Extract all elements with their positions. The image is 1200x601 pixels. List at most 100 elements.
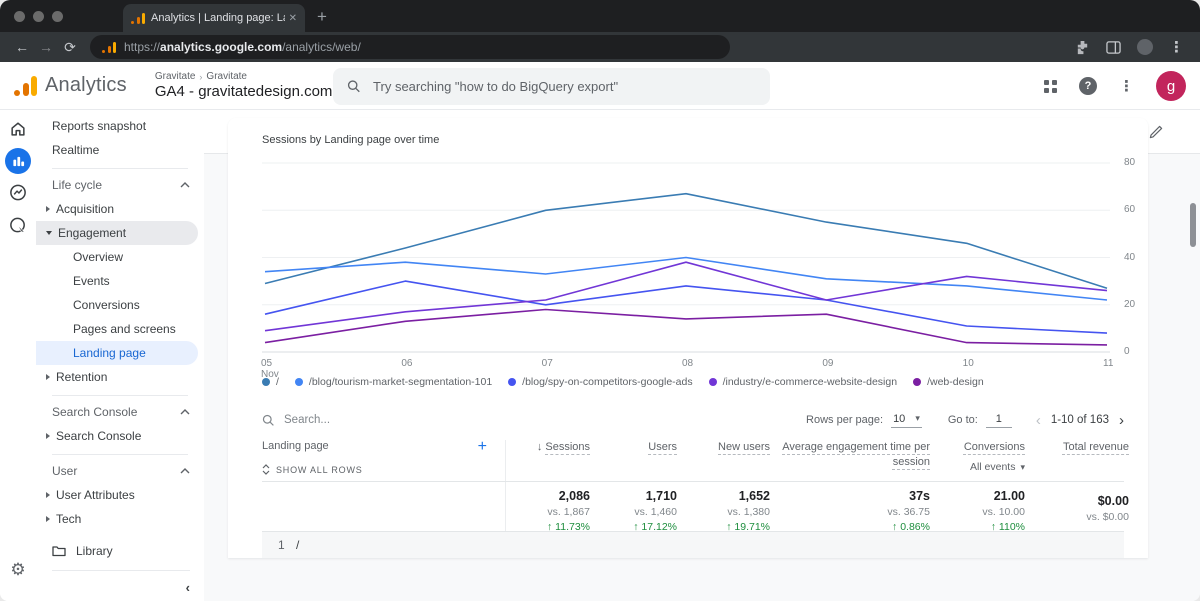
sidebar-item-overview[interactable]: Overview	[36, 245, 204, 269]
property-selector[interactable]: Gravitate › Gravitate GA4 - gravitatedes…	[155, 71, 346, 100]
sessions-column-header[interactable]: ↓Sessions	[505, 440, 590, 481]
conversions-total: 21.00vs. 10.00↑ 110%	[930, 489, 1025, 531]
chevron-up-icon	[180, 409, 190, 415]
window-minimize-button[interactable]	[33, 11, 44, 22]
property-name: GA4 - gravitatedesign.com	[155, 83, 333, 100]
forward-icon[interactable]: →	[34, 39, 58, 55]
global-search-input[interactable]	[373, 79, 756, 94]
chart-line	[265, 258, 1107, 301]
conversions-column-header[interactable]: Conversions All events▾	[930, 440, 1025, 481]
sidebar-item-realtime[interactable]: Realtime	[36, 138, 204, 162]
sidebar-section-life-cycle[interactable]: Life cycle	[36, 173, 204, 197]
tab-title: Analytics | Landing page: Land	[151, 12, 285, 24]
home-nav[interactable]	[9, 120, 27, 143]
collapse-sidebar-icon[interactable]: ‹	[186, 580, 190, 595]
pencil-icon	[1148, 124, 1164, 140]
sidebar-item-events[interactable]: Events	[36, 269, 204, 293]
address-bar[interactable]: https://analytics.google.com/analytics/w…	[90, 35, 730, 59]
legend-item[interactable]: /web-design	[913, 376, 984, 388]
main-content: A + Landing page: Landing page ▾ + Last …	[204, 110, 1200, 601]
chart-legend: //blog/tourism-market-segmentation-101/b…	[262, 376, 984, 388]
sidebar-item-library[interactable]: Library	[36, 539, 204, 563]
pagination-range: 1-10 of 163	[1051, 414, 1109, 426]
window-controls[interactable]	[0, 0, 77, 32]
tab-close-icon[interactable]: ✕	[289, 13, 297, 24]
table-search-input[interactable]	[284, 414, 424, 426]
advertising-nav[interactable]	[9, 216, 28, 240]
browser-menu-icon[interactable]: ⋮	[1169, 38, 1184, 56]
global-search[interactable]	[333, 68, 770, 105]
google-apps-icon[interactable]	[1044, 80, 1057, 93]
avg-engagement-column-header[interactable]: Average engagement time per session	[770, 440, 930, 481]
goto-page-input[interactable]: 1	[986, 413, 1012, 428]
x-axis-tick-label: 10	[963, 358, 974, 369]
expand-right-icon	[46, 516, 50, 522]
new-tab-button[interactable]: +	[317, 7, 327, 32]
divider	[52, 395, 188, 396]
help-icon[interactable]: ?	[1079, 77, 1097, 95]
analytics-brand[interactable]: Analytics	[0, 74, 127, 97]
advertising-icon	[9, 216, 28, 235]
y-axis-tick-label: 80	[1124, 157, 1135, 168]
legend-item[interactable]: /industry/e-commerce-website-design	[709, 376, 897, 388]
browser-tab[interactable]: Analytics | Landing page: Land ✕	[123, 4, 305, 32]
side-panel-icon[interactable]	[1106, 40, 1121, 55]
edit-button[interactable]	[1148, 124, 1164, 140]
reports-nav[interactable]	[5, 148, 31, 174]
back-icon[interactable]: ←	[10, 39, 34, 55]
reload-icon[interactable]: ⟳	[58, 39, 82, 56]
sessions-total: 2,086vs. 1,867↑ 11.73%	[505, 489, 590, 531]
rows-per-page-select[interactable]: 10▾	[891, 413, 922, 428]
window-close-button[interactable]	[14, 11, 25, 22]
legend-item[interactable]: /blog/tourism-market-segmentation-101	[295, 376, 492, 388]
row-landing-page: /	[296, 538, 299, 552]
table-row[interactable]: 1 /	[262, 532, 1124, 558]
sidebar-item-landing-page[interactable]: Landing page	[36, 341, 198, 365]
analytics-header: Analytics Gravitate › Gravitate GA4 - gr…	[0, 62, 1200, 110]
browser-profile-icon[interactable]	[1137, 39, 1153, 55]
window-zoom-button[interactable]	[52, 11, 63, 22]
explore-nav[interactable]	[9, 183, 28, 207]
avg-engagement-total: 37svs. 36.75↑ 0.86%	[770, 489, 930, 531]
extensions-puzzle-icon[interactable]	[1075, 40, 1090, 55]
sidebar-item-pages-and-screens[interactable]: Pages and screens	[36, 317, 204, 341]
sidebar-item-conversions[interactable]: Conversions	[36, 293, 204, 317]
previous-page-icon[interactable]: ‹	[1036, 412, 1041, 429]
total-revenue-column-header[interactable]: Total revenue	[1025, 440, 1129, 481]
sidebar-item-reports-snapshot[interactable]: Reports snapshot	[36, 114, 204, 138]
sidebar-item-tech[interactable]: Tech	[36, 507, 204, 531]
add-dimension-icon[interactable]: +	[478, 438, 487, 456]
sidebar-item-user-attributes[interactable]: User Attributes	[36, 483, 204, 507]
landing-page-column-header[interactable]: Landing page + SHOW ALL ROWS	[262, 440, 505, 481]
table-search[interactable]	[262, 414, 424, 427]
page-scrollbar-thumb[interactable]	[1190, 203, 1196, 247]
browser-tab-bar: Analytics | Landing page: Land ✕ +	[0, 0, 1200, 32]
sidebar-item-search-console[interactable]: Search Console	[36, 424, 204, 448]
admin-gear-icon[interactable]: ⚙	[10, 560, 25, 580]
legend-label: /blog/spy-on-competitors-google-ads	[522, 376, 692, 388]
chevron-right-icon: ›	[199, 72, 202, 82]
sidebar-item-retention[interactable]: Retention	[36, 365, 204, 389]
new-users-column-header[interactable]: New users	[677, 440, 770, 481]
user-avatar[interactable]: g	[1156, 71, 1186, 101]
goto-label: Go to:	[948, 414, 978, 426]
sort-descending-icon: ↓	[537, 441, 543, 453]
sidebar-section-search-console[interactable]: Search Console	[36, 400, 204, 424]
show-all-rows-button[interactable]: SHOW ALL ROWS	[262, 464, 363, 475]
expand-down-icon	[46, 231, 52, 235]
legend-item[interactable]: /blog/spy-on-competitors-google-ads	[508, 376, 692, 388]
table-header-row: Landing page + SHOW ALL ROWS ↓Sessions U…	[262, 440, 1124, 482]
next-page-icon[interactable]: ›	[1119, 412, 1124, 429]
chevron-up-icon	[180, 182, 190, 188]
table-totals-row: 2,086vs. 1,867↑ 11.73% 1,710vs. 1,460↑ 1…	[262, 482, 1124, 532]
sessions-line-chart	[262, 163, 1110, 353]
more-options-icon[interactable]: ⋮	[1119, 77, 1134, 95]
users-column-header[interactable]: Users	[590, 440, 677, 481]
sidebar-section-user[interactable]: User	[36, 459, 204, 483]
x-axis-tick-label: 06	[401, 358, 412, 369]
bar-chart-icon	[12, 155, 25, 168]
conversions-event-filter[interactable]: All events▾	[970, 461, 1025, 473]
analytics-logo	[14, 76, 37, 96]
sidebar-item-acquisition[interactable]: Acquisition	[36, 197, 204, 221]
sidebar-item-engagement[interactable]: Engagement	[36, 221, 198, 245]
